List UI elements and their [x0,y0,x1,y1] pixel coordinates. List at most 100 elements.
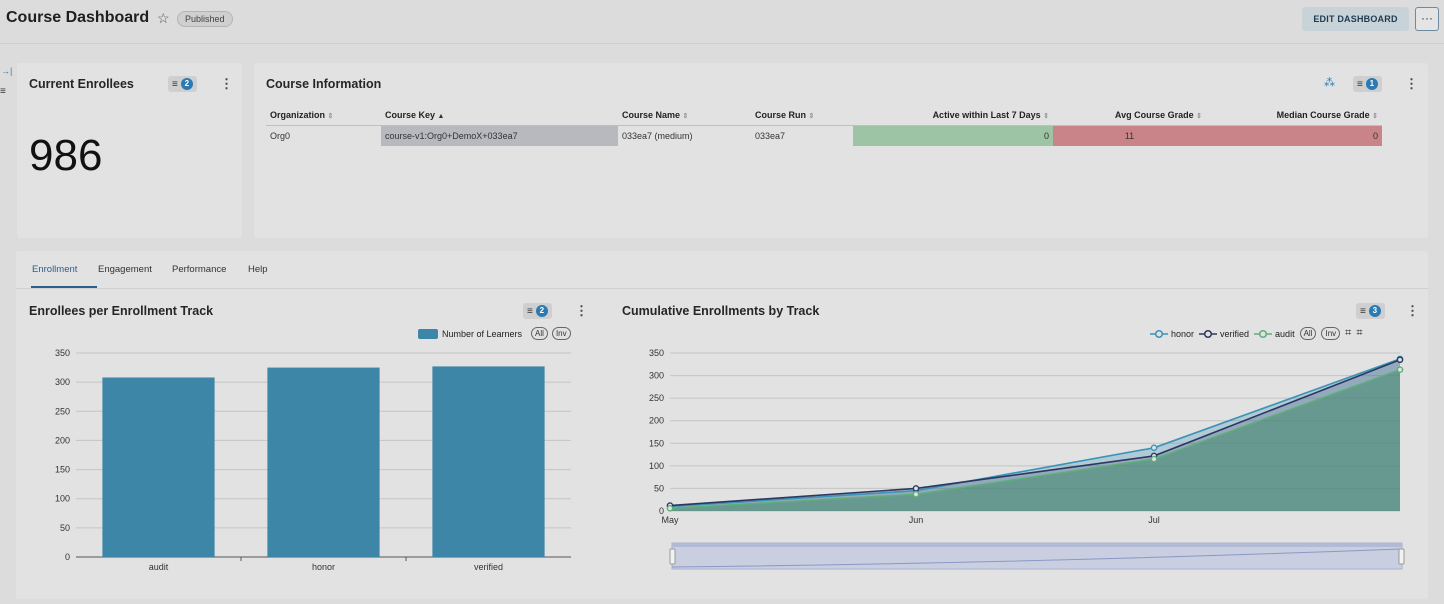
tab-performance[interactable]: Performance [172,264,227,275]
table-cell: 0 [853,125,1053,146]
card-title: Course Information [266,77,382,91]
sort-icon: ⇕ [1196,112,1202,120]
legend-invert-button[interactable]: Inv [551,327,571,340]
table-cell: 0 [1206,125,1382,146]
legend-select-all-button[interactable]: All [531,327,548,340]
column-header[interactable]: Course Name ⇕ [618,105,751,126]
zoom-slider-preview [671,548,1401,568]
y-tick-label: 200 [55,435,70,445]
legend-swatch [1199,329,1218,338]
legend-label: audit [1275,328,1295,339]
y-tick-label: 300 [649,371,664,381]
filter-icon[interactable]: ≡ [0,86,6,97]
hierarchy-icon[interactable]: ⁂ [1324,77,1335,89]
zoom-reset-icon[interactable]: ⌗ [1356,327,1363,339]
page-title: Course Dashboard [6,9,150,26]
y-tick-label: 250 [55,406,70,416]
line-verified [669,359,1401,507]
column-header-label: Median Course Grade [1276,109,1370,120]
table-cell: course-v1:Org0+DemoX+033ea7 [381,125,618,146]
legend-item-audit[interactable]: audit [1254,329,1295,339]
kebab-menu-icon[interactable]: ⋮ [1405,76,1418,91]
edit-dashboard-button[interactable]: EDIT DASHBOARD [1302,7,1409,31]
column-header[interactable]: Active within Last 7 Days ⇕ [853,105,1053,126]
filter-count-badge: 2 [535,305,548,317]
filter-icon: ≡ [172,78,178,90]
filter-indicator[interactable]: ≡ 3 [1356,303,1385,319]
filter-indicator[interactable]: ≡ 2 [168,76,197,92]
sort-icon: ⇕ [682,112,689,120]
line-honor [669,358,1401,508]
column-header-label: Avg Course Grade [1114,109,1194,120]
zoom-handle-right[interactable] [1398,548,1405,565]
legend-item-verified[interactable]: verified [1199,329,1249,339]
line-audit [669,368,1401,510]
column-header-label: Active within Last 7 Days [932,109,1041,120]
column-header-label: Course Run [755,109,807,120]
filter-count-badge: 1 [1365,78,1378,90]
star-icon[interactable]: ☆ [157,10,170,26]
table-cell: 11 [1053,125,1206,146]
chart-title: Enrollees per Enrollment Track [29,304,214,318]
filter-icon: ≡ [527,305,533,317]
chart-title: Cumulative Enrollments by Track [622,304,820,318]
zoom-handle-left[interactable] [669,548,676,565]
y-tick-label: 100 [55,494,70,504]
legend-item-honor[interactable]: honor [1150,329,1194,339]
filter-icon: ≡ [1360,305,1366,317]
card-title: Current Enrollees [29,77,134,91]
column-header[interactable]: Avg Course Grade ⇕ [1053,105,1206,126]
point-audit [1396,366,1404,374]
active-tab-indicator [31,286,97,288]
legend-invert-button[interactable]: Inv [1321,327,1341,340]
point-audit [1150,455,1158,463]
enrollee-count: 986 [29,131,103,180]
tab-enrollment[interactable]: Enrollment [32,264,78,275]
course-info-table: Organization ⇕ Course Key ▲ Course Name … [266,105,1382,146]
kebab-menu-icon[interactable]: ⋮ [575,303,588,318]
y-tick-label: 0 [659,506,664,516]
filter-indicator[interactable]: ≡ 2 [523,303,552,319]
column-header-label: Course Name [622,109,681,120]
more-options-button[interactable]: ··· [1415,7,1439,31]
expand-filters-icon[interactable]: →| [1,66,13,76]
chart-legend: honor verified audit All Inv ⌗ ⌗ [1150,327,1363,340]
zoom-icon[interactable]: ⌗ [1345,327,1352,339]
status-badge: Published [177,11,233,27]
sort-icon: ⇕ [327,112,334,120]
course-information-card: Course Information ⁂ ≡ 1 ⋮ Organization … [254,63,1428,238]
x-tick-label: Jun [909,515,924,525]
table-cell: 033ea7 [755,130,786,141]
y-tick-label: 50 [60,523,70,533]
tabs-container [16,251,1428,599]
tab-engagement[interactable]: Engagement [98,264,152,275]
y-tick-label: 200 [649,416,664,426]
column-header[interactable]: Median Course Grade ⇕ [1206,105,1382,126]
kebab-menu-icon[interactable]: ⋮ [220,76,233,91]
column-header[interactable]: Course Key ▲ [381,105,618,126]
legend-swatch[interactable] [418,328,438,339]
legend-select-all-button[interactable]: All [1299,327,1317,340]
dashboard-header: Course Dashboard ☆ Published EDIT DASHBO… [0,0,1444,44]
y-tick-label: 100 [649,461,664,471]
y-tick-label: 0 [65,552,70,562]
bar-honor [267,367,380,557]
point-audit [912,490,920,498]
column-header-label: Course Key [385,109,436,120]
legend-swatch [1150,329,1168,338]
y-tick-label: 350 [55,348,70,358]
column-header[interactable]: Organization ⇕ [266,105,381,126]
y-tick-label: 150 [55,465,70,475]
line-chart: 0 50 100 150 200 250 300 350 May Jun Jul [649,348,1405,570]
tab-help[interactable]: Help [248,264,268,275]
table-row: Org0 course-v1:Org0+DemoX+033ea7 033ea7 … [266,125,1382,146]
legend-label[interactable]: Number of Learners [442,328,523,339]
area-audit [670,369,1400,511]
kebab-menu-icon[interactable]: ⋮ [1406,303,1419,318]
filter-count-badge: 2 [180,78,193,90]
table-header-row: Organization ⇕ Course Key ▲ Course Name … [266,105,1382,126]
column-header[interactable]: Course Run ⇕ [751,105,853,126]
table-cell: 033ea7 (medium) [622,130,693,141]
sort-icon: ⇕ [1372,112,1378,120]
filter-indicator[interactable]: ≡ 1 [1353,76,1382,92]
